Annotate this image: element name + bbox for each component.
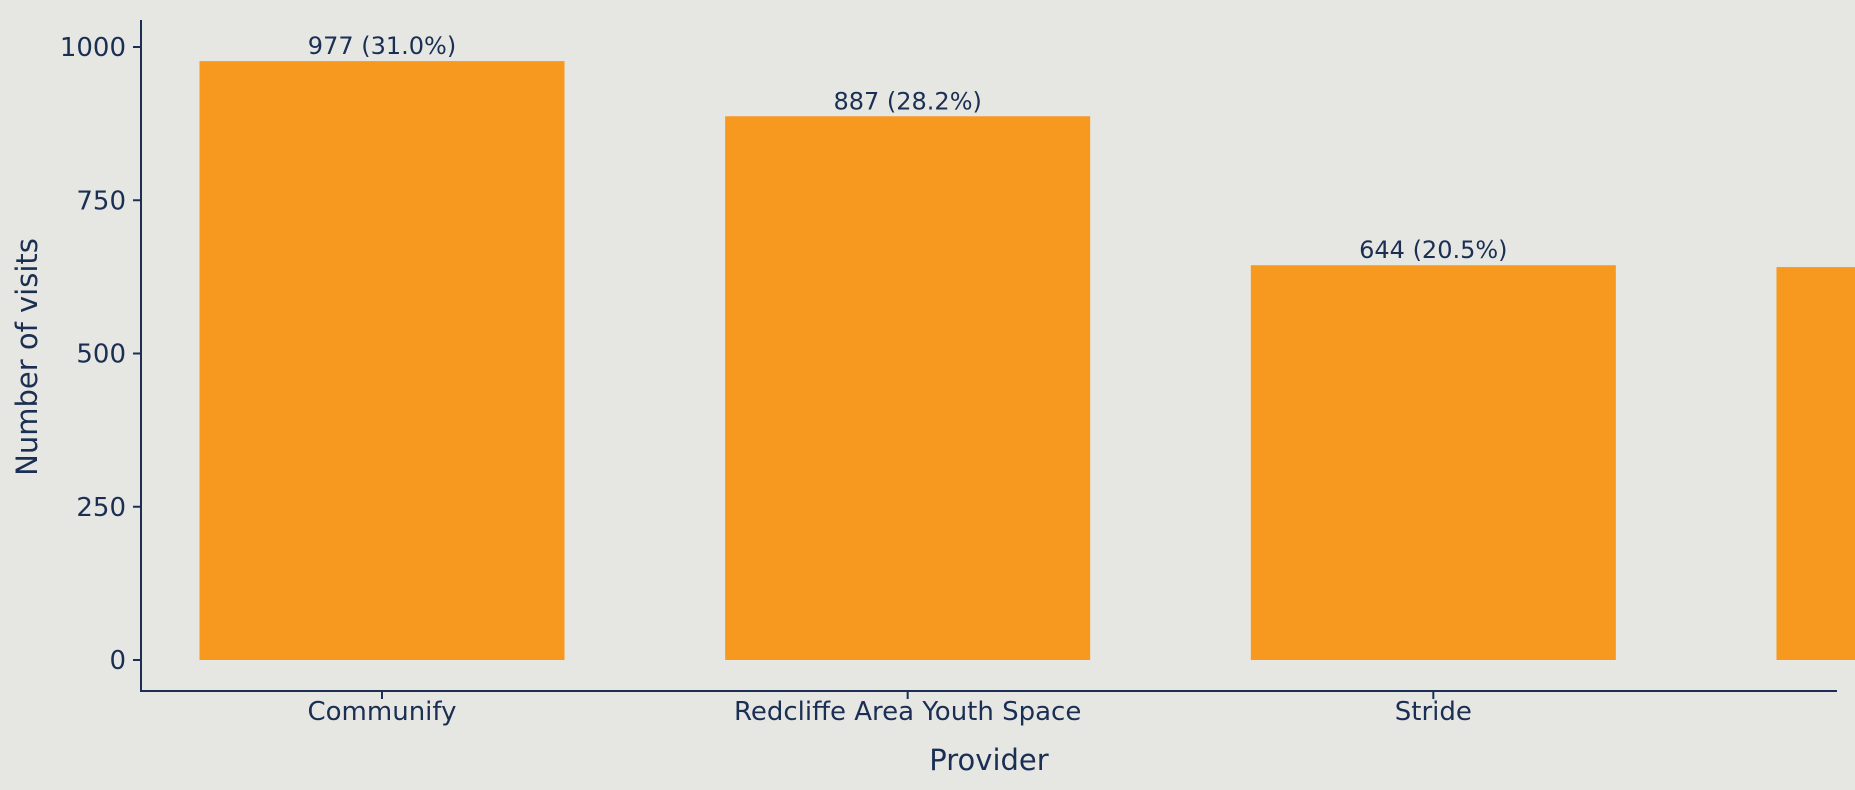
data-label: 644 (20.5%) [1359, 236, 1507, 264]
data-labels-group: 977 (31.0%)887 (28.2%)644 (20.5%)641 (20… [308, 32, 1508, 264]
y-tick-label: 750 [76, 186, 126, 216]
bar-communify [199, 61, 565, 660]
data-label: 887 (28.2%) [833, 87, 981, 115]
y-tick-label: 500 [76, 340, 126, 370]
y-tick-label: 1000 [60, 33, 126, 63]
data-label: 977 (31.0%) [308, 32, 456, 60]
x-tick-label: Redcliffe Area Youth Space [734, 697, 1081, 727]
y-ticks-group: 0 250 500 750 1000 [60, 33, 141, 676]
x-tick-label: Stride [1395, 697, 1472, 727]
x-tick-label: Communify [308, 697, 457, 727]
y-tick-label: 0 [109, 646, 126, 676]
bar-neami [1776, 267, 1855, 660]
x-ticks-group: Communify Redcliffe Area Youth Space Strid… [308, 691, 1472, 727]
y-axis-title: Number of visits [10, 238, 44, 476]
bar-redcliffe-area-youth-space [725, 116, 1091, 661]
bars-group [199, 61, 1855, 661]
x-axis-title: Provider [929, 743, 1048, 777]
y-tick-label: 250 [76, 493, 126, 523]
bar-stride [1250, 265, 1616, 660]
